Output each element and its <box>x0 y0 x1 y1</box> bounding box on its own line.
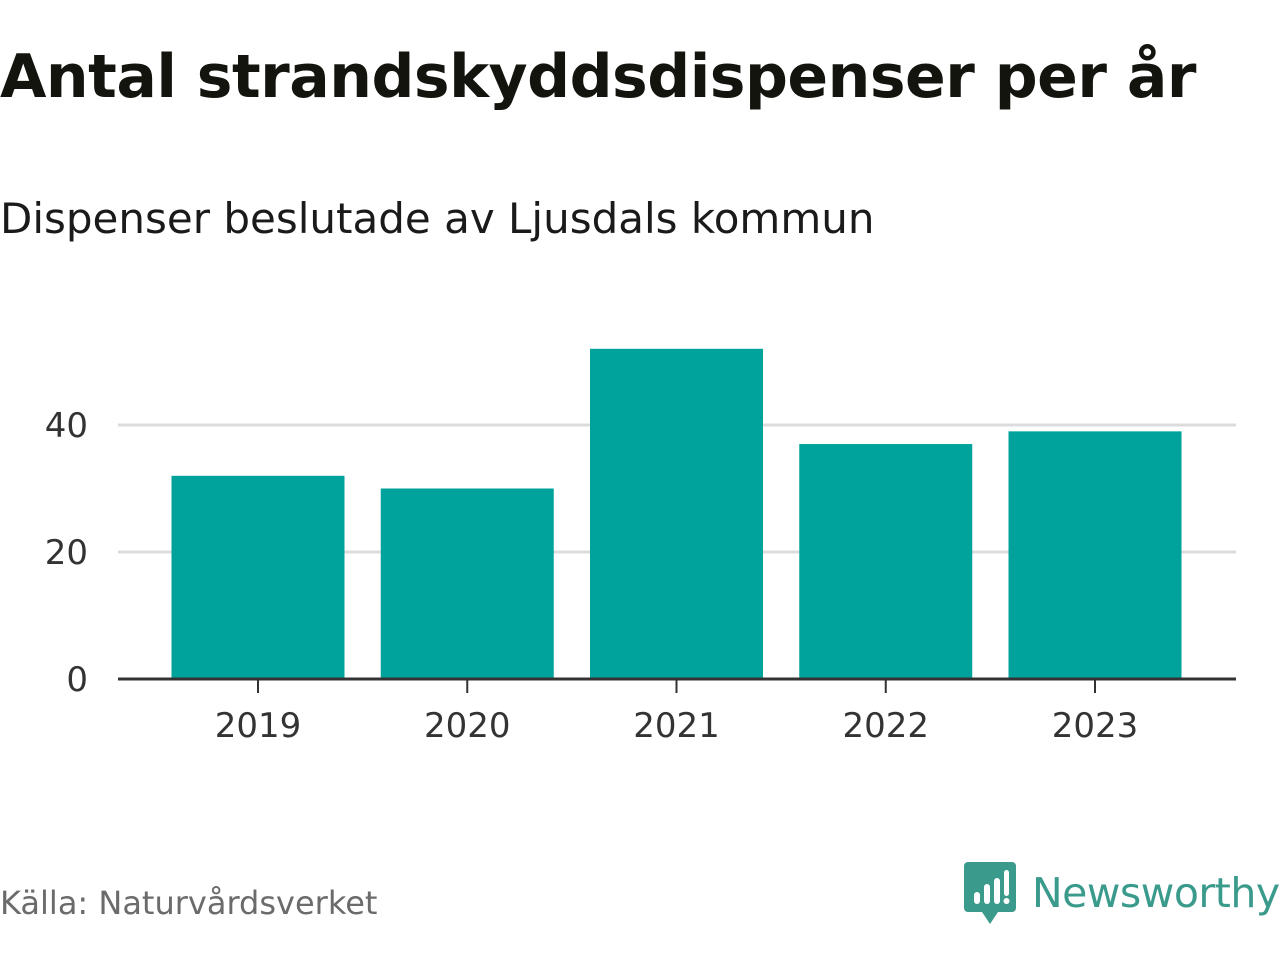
bar-2020 <box>380 488 554 679</box>
x-tick-label: 2021 <box>633 706 720 746</box>
chart-subtitle: Dispenser beslutade av Ljusdals kommun <box>0 194 875 243</box>
y-tick-label: 0 <box>66 660 88 700</box>
bar-2023 <box>1008 431 1182 679</box>
y-tick-label: 20 <box>45 533 88 573</box>
chart-title: Antal strandskyddsdispenser per år <box>0 42 1196 112</box>
x-tick-label: 2022 <box>842 706 929 746</box>
bar-2019 <box>171 475 345 679</box>
bar-2022 <box>799 444 973 679</box>
x-tick-label: 2019 <box>215 706 302 746</box>
bars <box>171 348 1182 679</box>
x-axis <box>118 677 1236 693</box>
y-axis-labels: 0 20 40 <box>45 406 88 700</box>
x-axis-labels: 2019 2020 2021 2022 2023 <box>215 706 1139 746</box>
source-note: Källa: Naturvårdsverket <box>0 884 378 922</box>
bar-2021 <box>590 348 763 679</box>
brand-logo: Newsworthy <box>964 862 1280 924</box>
y-tick-label: 40 <box>45 406 88 446</box>
newsworthy-logo-icon <box>964 862 1016 924</box>
x-tick-label: 2020 <box>424 706 511 746</box>
x-tick-label: 2023 <box>1052 706 1139 746</box>
brand-name: Newsworthy <box>1032 869 1280 917</box>
